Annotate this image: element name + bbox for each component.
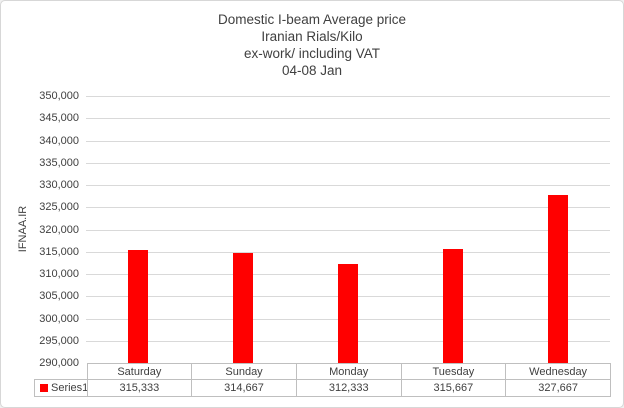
gridline <box>86 230 610 231</box>
series-name-label: Series1 <box>51 382 87 394</box>
chart-title-line-4: 04-08 Jan <box>281 63 343 78</box>
gridline <box>86 207 610 208</box>
gridline <box>86 118 610 119</box>
bar-saturday <box>128 250 148 363</box>
data-table-header-row: Saturday Sunday Monday Tuesday Wednesday <box>35 363 611 380</box>
gridline <box>86 96 610 97</box>
value-cell-tuesday: 315,667 <box>400 379 507 397</box>
y-tick-label: 305,000 <box>39 290 79 302</box>
y-tick-label: 330,000 <box>39 179 79 191</box>
chart-title-line-1: Domestic I-beam Average price <box>217 12 407 27</box>
gridline <box>86 141 610 142</box>
series1-legend-swatch-icon <box>40 384 48 392</box>
y-tick-label: 340,000 <box>39 135 79 147</box>
value-cell-saturday: 315,333 <box>86 379 193 397</box>
bar-wednesday <box>548 195 568 363</box>
y-tick-label: 335,000 <box>39 157 79 169</box>
data-table-corner-cell <box>35 364 88 380</box>
y-tick-label: 315,000 <box>39 246 79 258</box>
category-header-wednesday: Wednesday <box>505 363 611 380</box>
gridline <box>86 163 610 164</box>
chart-title: Domestic I-beam Average price Iranian Ri… <box>1 11 623 79</box>
y-tick-label: 350,000 <box>39 90 79 102</box>
y-tick-label: 325,000 <box>39 201 79 213</box>
value-cell-monday: 312,333 <box>295 379 402 397</box>
bar-tuesday <box>443 249 463 363</box>
plot-area <box>86 96 610 363</box>
y-axis-labels: 350,000 345,000 340,000 335,000 330,000 325,0… <box>1 1 79 407</box>
y-tick-label: 290,000 <box>39 357 79 369</box>
category-header-sunday: Sunday <box>191 363 297 380</box>
y-tick-label: 300,000 <box>39 313 79 325</box>
value-cell-wednesday: 327,667 <box>505 379 611 397</box>
y-tick-label: 320,000 <box>39 224 79 236</box>
category-header-tuesday: Tuesday <box>400 363 507 380</box>
chart-title-line-3: ex-work/ including VAT <box>243 46 381 61</box>
y-tick-label: 345,000 <box>39 112 79 124</box>
y-tick-label: 310,000 <box>39 268 79 280</box>
y-tick-label: 295,000 <box>39 335 79 347</box>
bar-sunday <box>233 253 253 363</box>
category-header-monday: Monday <box>295 363 402 380</box>
gridline <box>86 185 610 186</box>
chart-title-line-2: Iranian Rials/Kilo <box>261 29 363 44</box>
data-table-value-row: Series1 315,333 314,667 312,333 315,667 327,6… <box>34 379 611 397</box>
gridline <box>86 252 610 253</box>
value-cell-sunday: 314,667 <box>191 379 297 397</box>
data-table: Saturday Sunday Monday Tuesday Wednesday Seri… <box>34 363 611 397</box>
bar-monday <box>338 264 358 363</box>
legend-cell: Series1 <box>34 379 88 397</box>
category-header-saturday: Saturday <box>86 363 193 380</box>
